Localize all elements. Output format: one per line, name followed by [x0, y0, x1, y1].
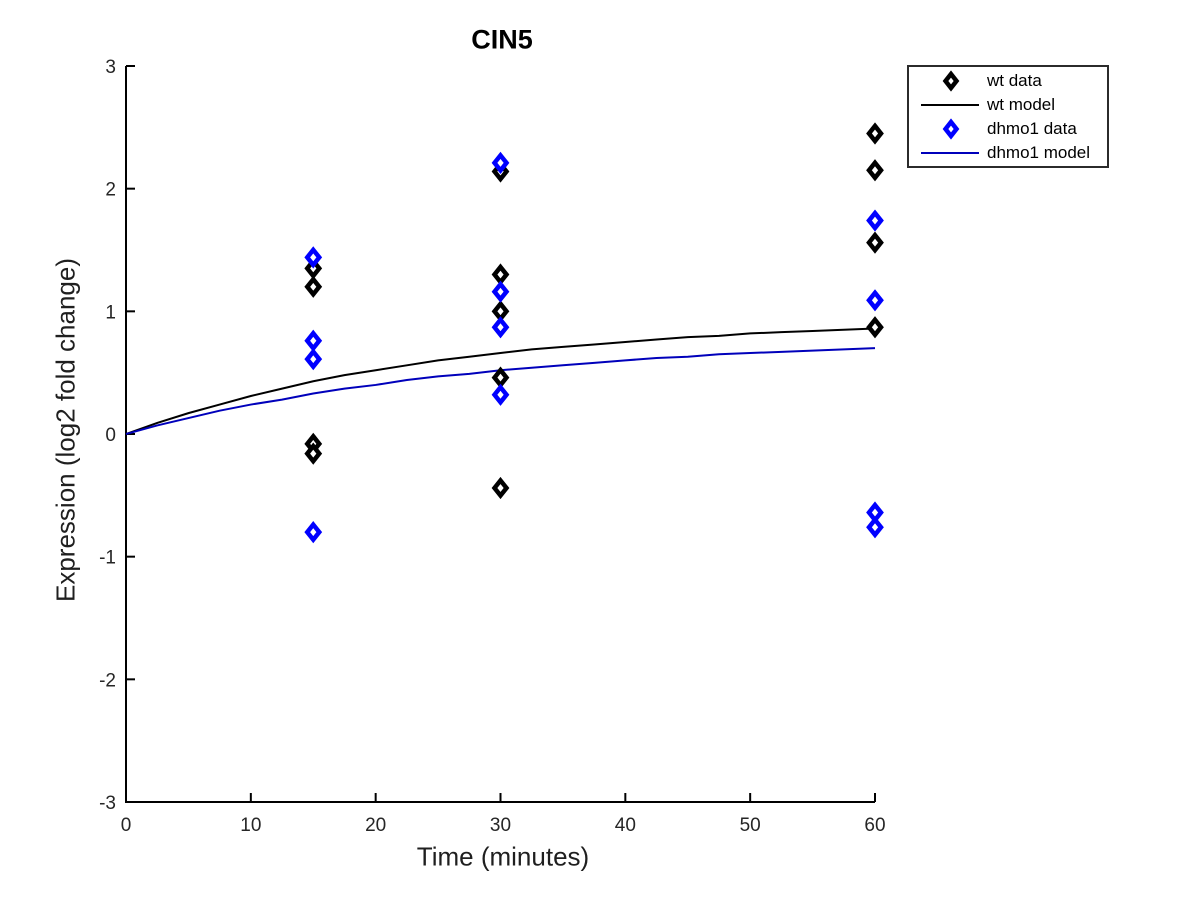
y-tick-label: -2 [99, 670, 116, 691]
legend-label-wt-data: wt data [987, 70, 1042, 90]
wt-data-point [866, 231, 884, 254]
x-tick-label: 50 [740, 815, 761, 836]
wt-data-point [491, 263, 510, 286]
legend-label-dhmo1-data: dhmo1 data [987, 118, 1077, 138]
legend-item-wt-model: wt model [909, 93, 1107, 117]
diamond-marker-icon [942, 69, 960, 92]
wt-data-point [866, 316, 884, 339]
dhmo1-data-point [491, 316, 510, 339]
dhmo1-data-point [304, 246, 323, 269]
legend-label-wt-model: wt model [987, 94, 1056, 114]
legend-sample-wt-data [909, 69, 987, 93]
x-axis-label: Time (minutes) [416, 841, 590, 872]
legend-item-dhmo1-data: dhmo1 data [909, 117, 1107, 141]
x-tick-label: 30 [490, 815, 511, 836]
wt-data-point [304, 275, 323, 298]
y-tick-label: 2 [105, 180, 116, 201]
legend-marker-dhmo1-data [942, 117, 960, 140]
x-tick-label: 60 [864, 815, 885, 836]
y-tick-label: -1 [99, 548, 116, 569]
dhmo1-data-point [491, 280, 510, 303]
dhmo1-data-point [866, 516, 884, 539]
x-tick-label: 10 [240, 815, 261, 836]
legend: wt data wt model dhmo1 data dhmo1 model [907, 65, 1109, 168]
y-tick-label: 0 [105, 425, 116, 446]
legend-sample-wt-model [909, 93, 987, 117]
wt-data-point [491, 366, 510, 389]
line-sample-icon [921, 151, 979, 154]
y-tick-label: 1 [105, 302, 116, 323]
wt-data-point [304, 442, 323, 465]
wt-data-point [866, 159, 884, 182]
legend-sample-dhmo1-model [909, 141, 987, 165]
legend-label-dhmo1-model: dhmo1 model [987, 142, 1091, 162]
legend-sample-dhmo1-data [909, 117, 987, 141]
dhmo1-data-point [304, 521, 323, 544]
dhmo1-data-point [304, 329, 323, 352]
y-tick-label: -3 [99, 793, 116, 814]
dhmo1-data-point [304, 348, 323, 371]
dhmo1-data-point [866, 289, 884, 312]
wt-model-line [125, 327, 876, 435]
dhmo1-data-point [491, 383, 510, 406]
x-tick-label: 40 [615, 815, 636, 836]
dhmo1-data-point [866, 209, 884, 232]
x-tick-label: 0 [121, 815, 132, 836]
chart-title: CIN5 [471, 24, 533, 55]
wt-data-point [866, 122, 884, 145]
legend-marker-wt-data [942, 69, 960, 92]
legend-item-wt-data: wt data [909, 69, 1107, 93]
wt-data-point [491, 476, 510, 500]
legend-item-dhmo1-model: dhmo1 model [909, 141, 1107, 165]
y-tick-label: 3 [105, 57, 116, 78]
diamond-marker-icon [942, 117, 960, 140]
x-tick-label: 20 [365, 815, 386, 836]
y-axis-label: Expression (log2 fold change) [50, 258, 81, 602]
dhmo1-data-point [491, 151, 510, 175]
line-sample-icon [921, 103, 979, 106]
